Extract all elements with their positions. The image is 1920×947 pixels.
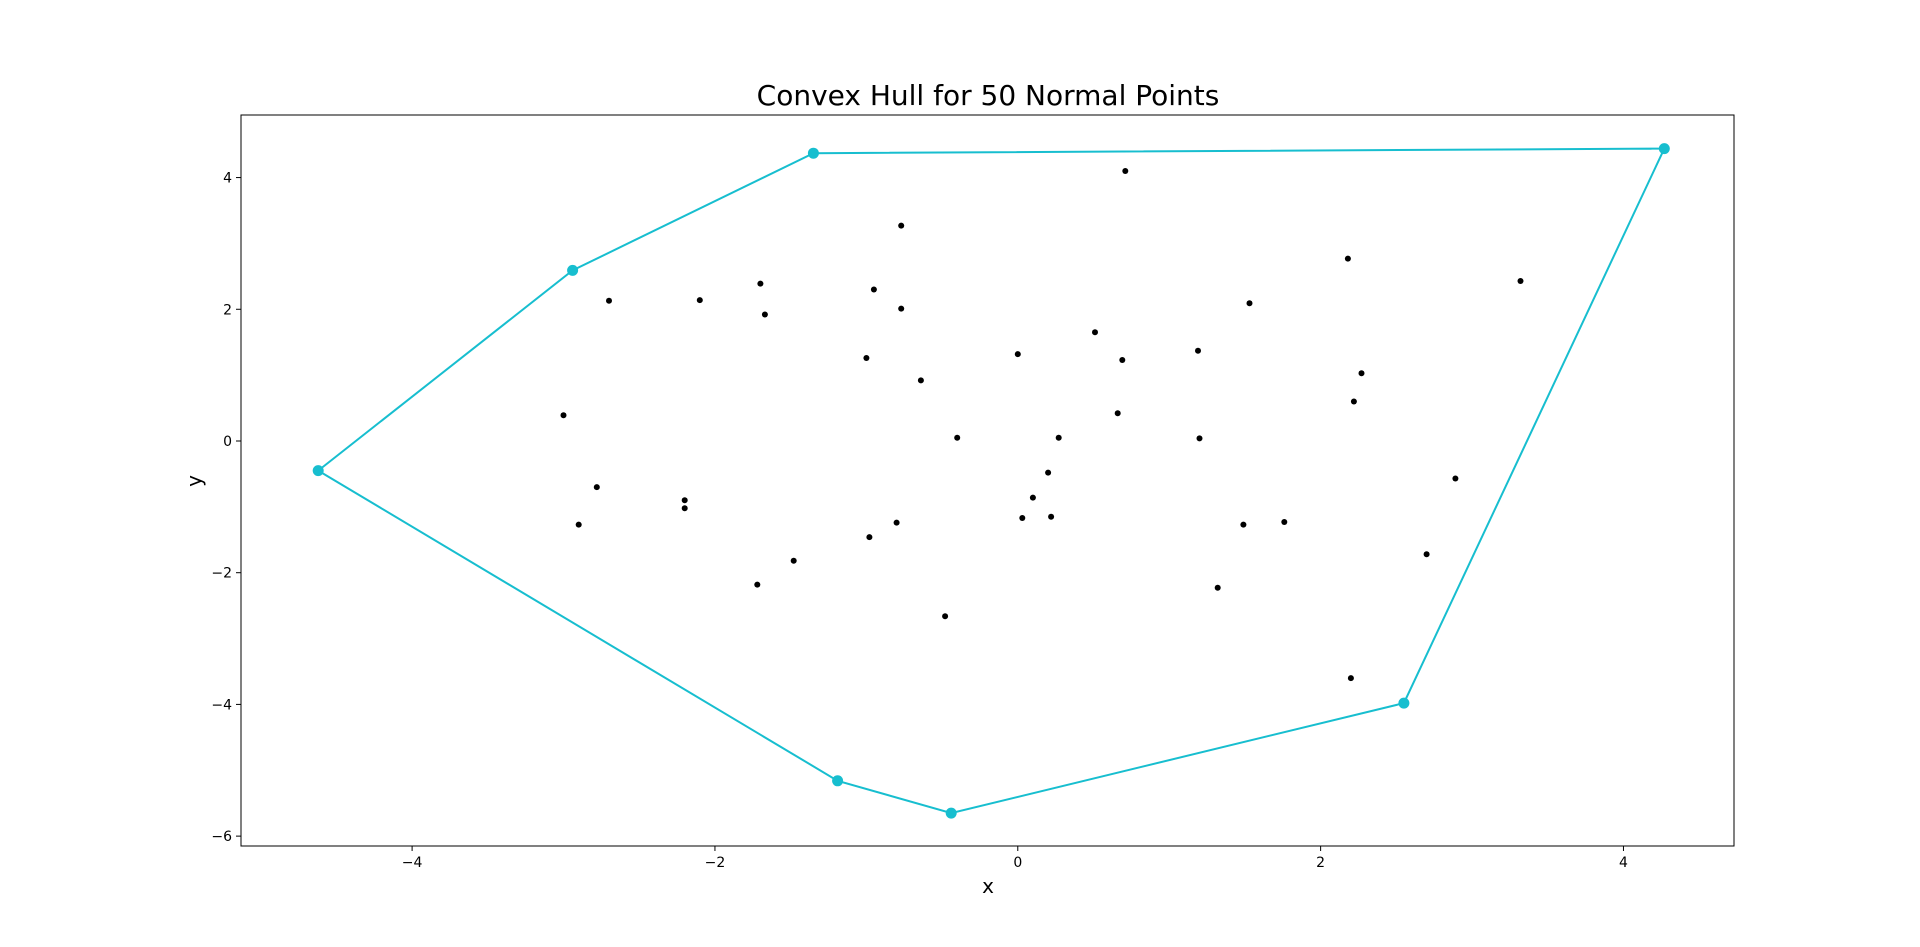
data-point xyxy=(898,305,905,312)
data-point xyxy=(1122,168,1129,174)
x-axis: −4 −2 0 2 4 xyxy=(402,846,1628,871)
data-point xyxy=(754,581,761,588)
x-tick-label: 0 xyxy=(1013,855,1022,871)
hull-vertex xyxy=(312,465,324,477)
hull-vertex xyxy=(807,147,819,159)
data-point xyxy=(863,355,870,361)
data-point xyxy=(954,434,961,441)
data-point xyxy=(696,297,703,304)
data-point xyxy=(1045,469,1052,476)
data-point xyxy=(917,377,924,384)
data-point xyxy=(1240,521,1247,528)
y-axis: −6 −4 −2 0 2 4 xyxy=(211,171,241,845)
data-point xyxy=(1048,513,1055,520)
data-point xyxy=(1358,370,1365,377)
data-point xyxy=(1055,434,1062,441)
data-point xyxy=(560,412,567,419)
data-point xyxy=(575,521,582,528)
y-tick-label: 0 xyxy=(223,434,232,450)
data-point xyxy=(942,613,949,620)
data-point xyxy=(1119,357,1126,363)
data-point xyxy=(893,519,900,526)
x-axis-label: x xyxy=(982,874,994,898)
plot-area xyxy=(312,143,1670,819)
x-tick-label: −2 xyxy=(705,855,726,871)
data-point xyxy=(1350,398,1357,405)
data-point xyxy=(681,505,688,512)
data-point xyxy=(1114,410,1121,417)
y-tick-label: 4 xyxy=(223,171,232,187)
data-point xyxy=(790,557,797,564)
y-tick-label: −6 xyxy=(211,829,232,845)
data-point xyxy=(898,222,905,229)
hull-vertex xyxy=(567,264,579,276)
data-point xyxy=(1019,515,1026,521)
x-tick-label: −4 xyxy=(402,855,423,871)
hull-line xyxy=(317,147,1666,815)
hull-vertex xyxy=(945,807,957,819)
data-point xyxy=(606,297,612,304)
data-point xyxy=(1195,347,1201,354)
data-point xyxy=(1423,551,1430,558)
data-point xyxy=(1246,300,1253,307)
data-point xyxy=(1452,475,1459,482)
plot-frame xyxy=(240,114,1735,847)
data-point xyxy=(1347,675,1354,682)
y-tick-label: 2 xyxy=(223,302,232,318)
x-tick-label: 2 xyxy=(1316,855,1325,871)
data-point xyxy=(1014,351,1021,358)
y-tick-label: −4 xyxy=(211,697,232,713)
y-tick-label: −2 xyxy=(211,566,232,582)
data-point xyxy=(870,286,877,293)
y-axis-label: y xyxy=(182,475,206,487)
data-point xyxy=(1029,494,1036,501)
hull-vertex xyxy=(1658,143,1670,155)
data-point xyxy=(681,497,688,504)
data-point xyxy=(1281,519,1288,525)
hull-vertex xyxy=(1398,697,1410,709)
data-point xyxy=(757,280,764,287)
data-point xyxy=(1517,278,1524,284)
data-point xyxy=(1344,255,1351,262)
data-point xyxy=(593,484,600,491)
data-point xyxy=(1196,435,1203,442)
data-point xyxy=(1092,329,1098,336)
data-point xyxy=(866,534,873,541)
data-point xyxy=(1214,584,1221,591)
data-point xyxy=(761,311,768,318)
hull-vertex xyxy=(832,775,844,787)
x-tick-label: 4 xyxy=(1619,855,1628,871)
chart-title: Convex Hull for 50 Normal Points xyxy=(757,79,1220,112)
